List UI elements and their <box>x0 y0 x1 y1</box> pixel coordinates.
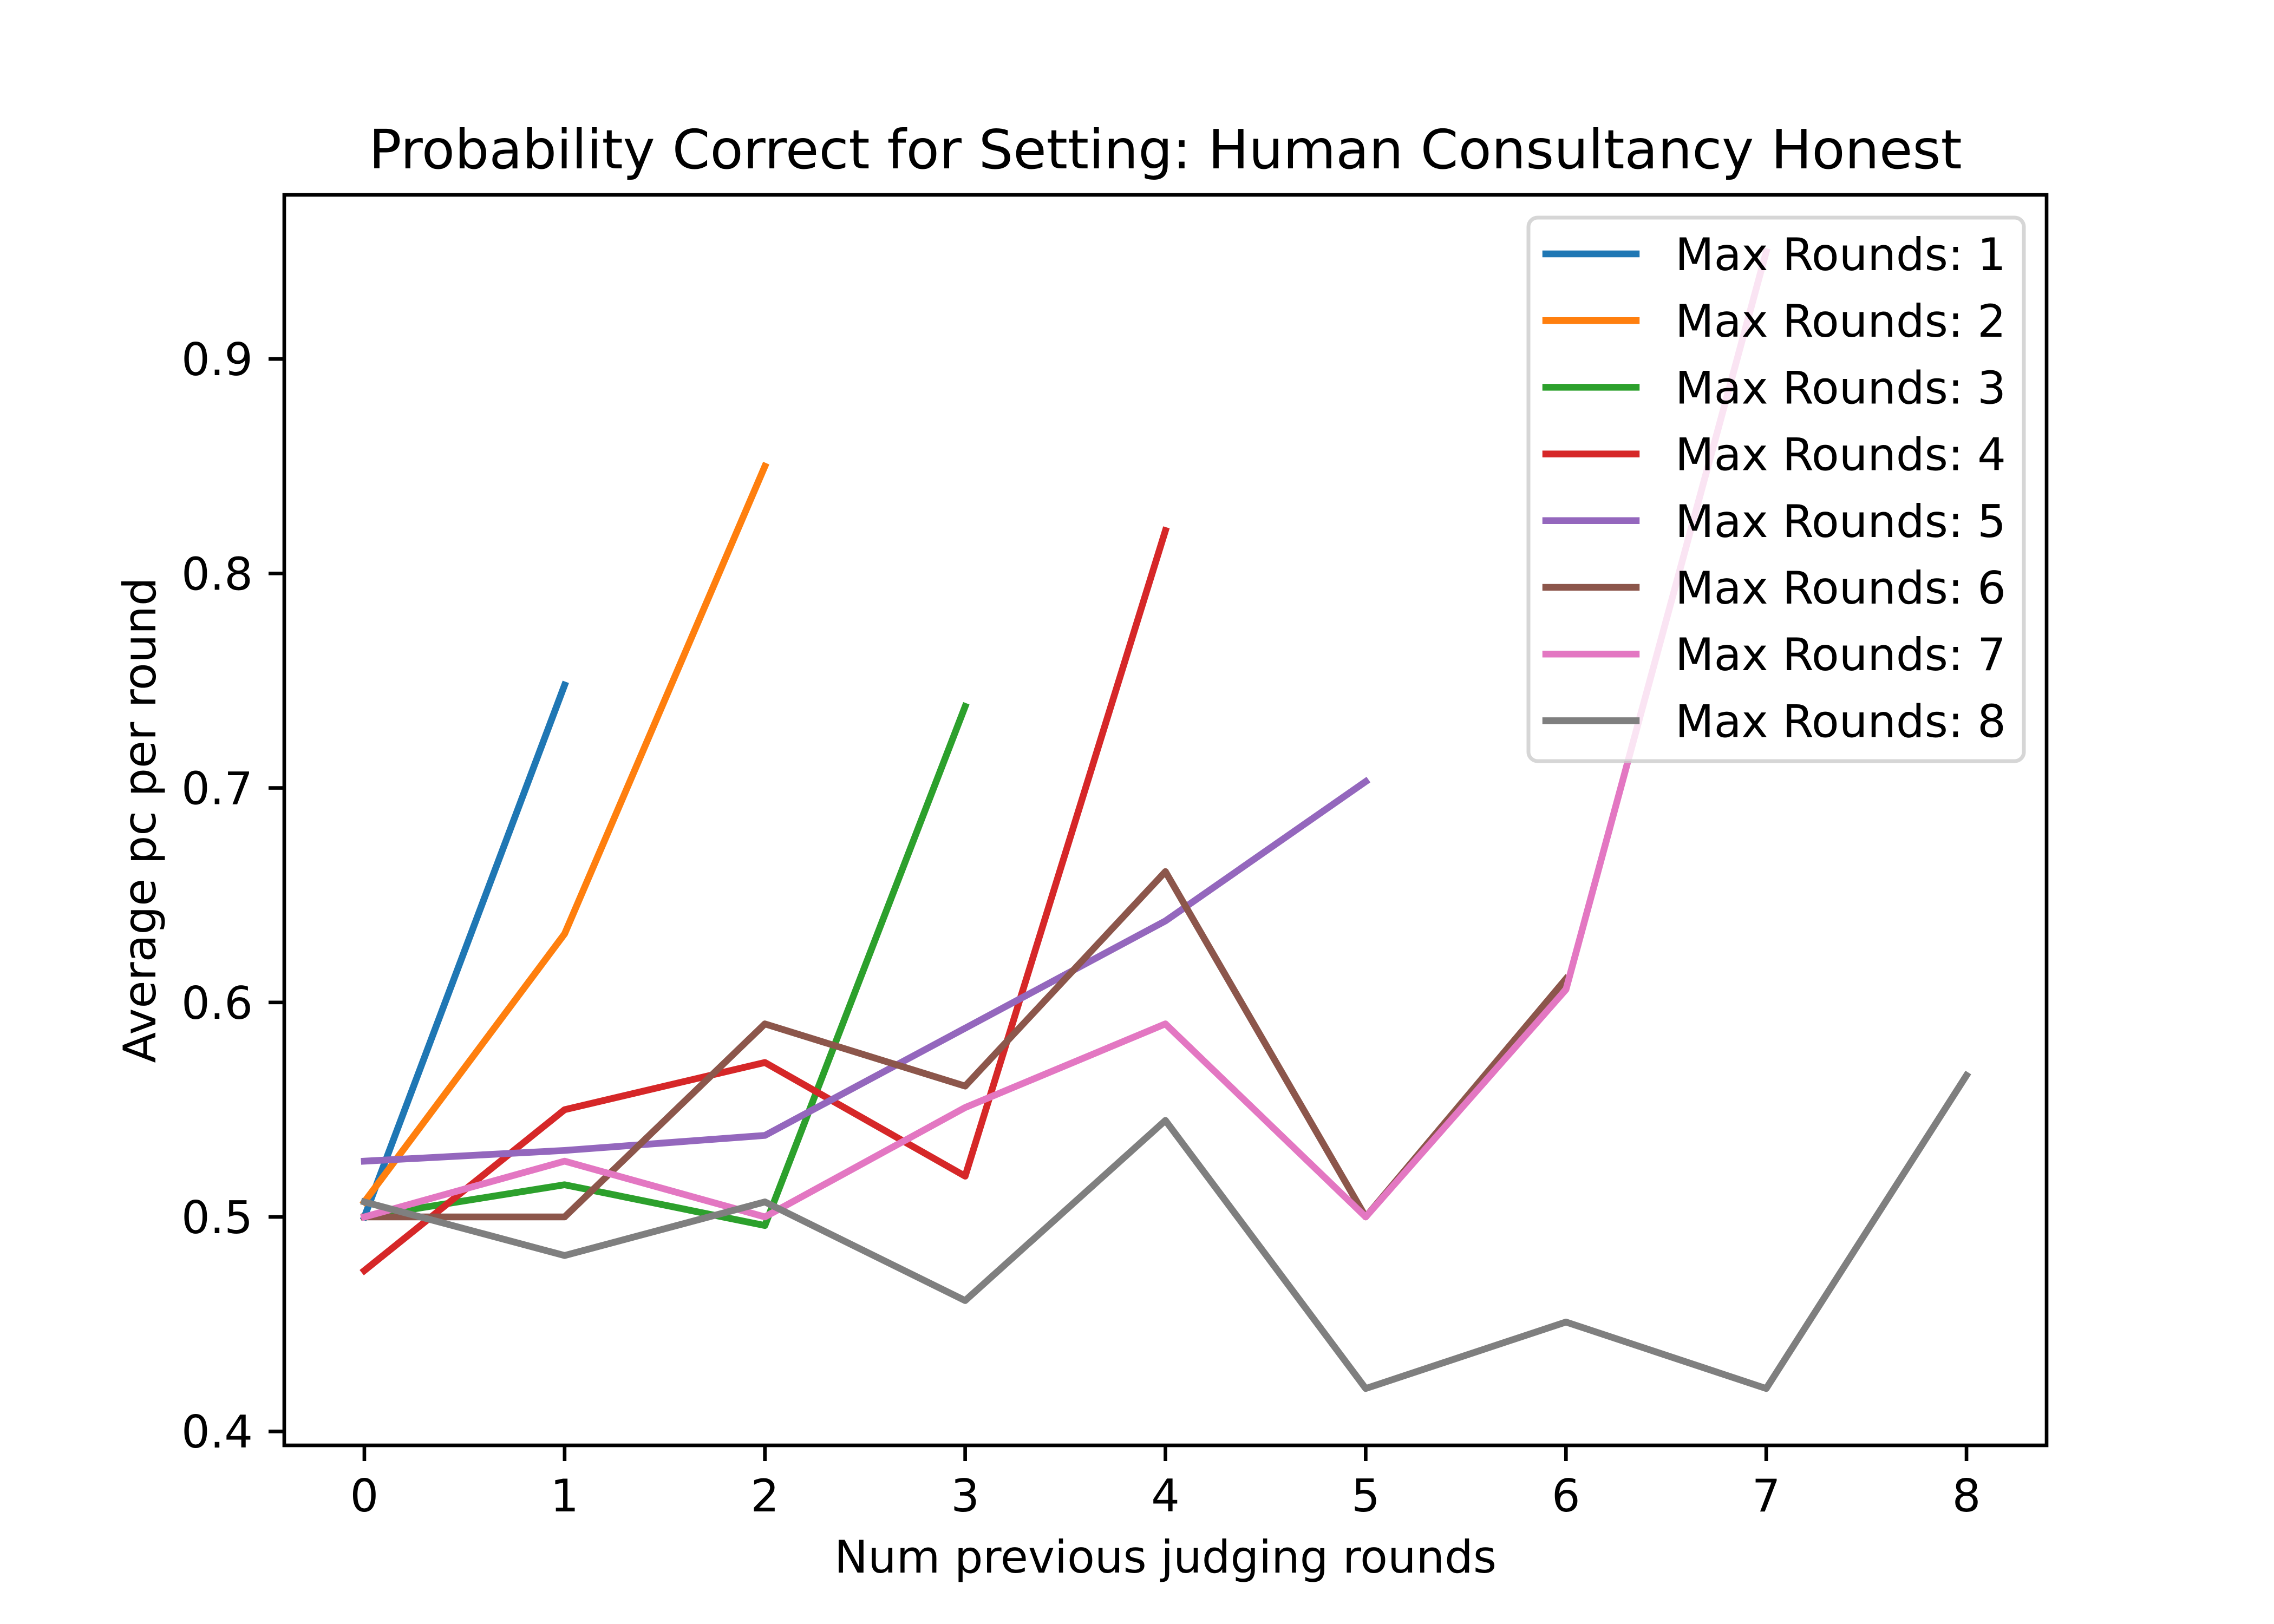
legend-item-max-rounds-7: Max Rounds: 7 <box>1542 628 2006 681</box>
legend-label: Max Rounds: 6 <box>1675 562 2006 614</box>
legend-label: Max Rounds: 5 <box>1675 495 2006 548</box>
y-tick-label: 0.6 <box>181 977 253 1030</box>
y-axis-label: Average pc per round <box>114 577 166 1063</box>
legend-label: Max Rounds: 7 <box>1675 628 2006 681</box>
legend-label: Max Rounds: 4 <box>1675 429 2006 481</box>
y-tick-label: 0.8 <box>181 548 253 600</box>
x-tick-label: 7 <box>1752 1470 1781 1522</box>
y-tick-label: 0.9 <box>181 333 253 386</box>
x-tick-label: 6 <box>1552 1470 1580 1522</box>
series-line-max-rounds-2 <box>360 462 769 1207</box>
legend-label: Max Rounds: 8 <box>1675 695 2006 748</box>
x-tick-label: 1 <box>550 1470 579 1522</box>
x-tick-label: 0 <box>350 1470 379 1522</box>
series-line-max-rounds-8 <box>360 1070 1971 1392</box>
series-line-max-rounds-4 <box>360 526 1170 1275</box>
series-line-max-rounds-7 <box>360 247 1770 1221</box>
legend-item-max-rounds-5: Max Rounds: 5 <box>1542 495 2006 548</box>
legend-item-max-rounds-4: Max Rounds: 4 <box>1542 429 2006 481</box>
y-tick-label: 0.7 <box>181 763 253 815</box>
legend-item-max-rounds-8: Max Rounds: 8 <box>1542 695 2006 748</box>
legend-label: Max Rounds: 3 <box>1675 362 2006 414</box>
y-tick-label: 0.5 <box>181 1191 253 1244</box>
y-tick-label: 0.4 <box>181 1406 253 1458</box>
series-line-max-rounds-1 <box>360 680 569 1222</box>
legend-frame <box>1526 215 2026 763</box>
x-tick-label: 4 <box>1151 1470 1180 1522</box>
series-line-max-rounds-3 <box>360 702 970 1229</box>
legend-label: Max Rounds: 1 <box>1675 228 2006 281</box>
chart-title: Probability Correct for Setting: Human C… <box>369 118 1962 181</box>
x-axis-ticks: 0 1 2 3 4 5 6 7 8 <box>350 1445 1981 1522</box>
x-tick-label: 8 <box>1952 1470 1981 1522</box>
series-lines <box>360 247 1971 1392</box>
legend-item-max-rounds-3: Max Rounds: 3 <box>1542 362 2006 414</box>
legend-label: Max Rounds: 2 <box>1675 295 2006 348</box>
x-tick-label: 5 <box>1351 1470 1380 1522</box>
legend-item-max-rounds-2: Max Rounds: 2 <box>1542 295 2006 348</box>
x-axis-label: Num previous judging rounds <box>834 1531 1497 1583</box>
legend-item-max-rounds-6: Max Rounds: 6 <box>1542 562 2006 614</box>
legend-item-max-rounds-1: Max Rounds: 1 <box>1542 228 2006 281</box>
series-line-max-rounds-5 <box>361 776 1371 1165</box>
x-tick-label: 2 <box>750 1470 779 1522</box>
x-tick-label: 3 <box>951 1470 979 1522</box>
legend-items: Max Rounds: 1 Max Rounds: 2 Max Rounds: 3 M… <box>1542 228 2006 748</box>
legend: Max Rounds: 1 Max Rounds: 2 Max Rounds: 3 M… <box>1526 215 2026 763</box>
y-axis-ticks: 0.4 0.5 0.6 0.7 0.8 0.9 <box>181 333 284 1458</box>
